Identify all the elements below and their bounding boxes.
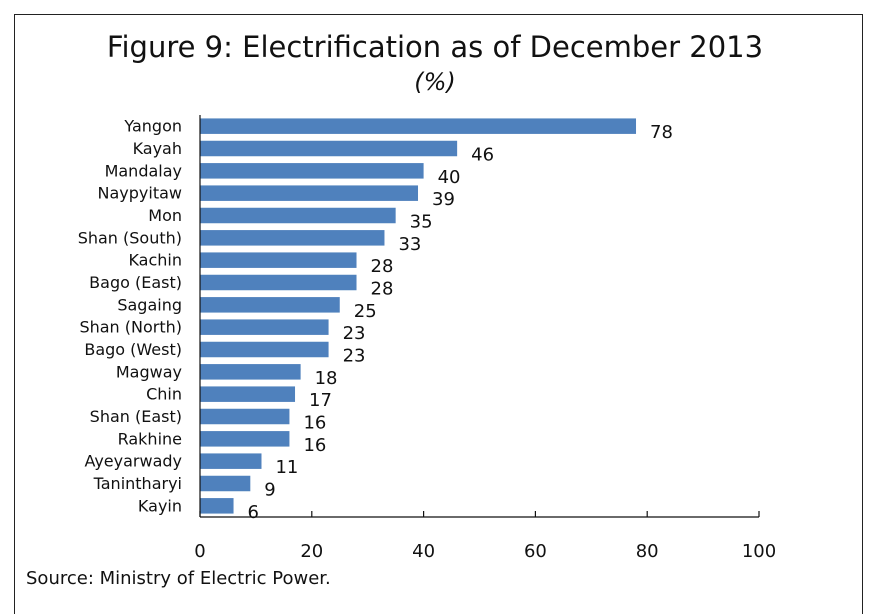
category-label: Yangon (123, 117, 182, 136)
chart-subtitle: (%) (414, 68, 456, 96)
bar-0 (200, 118, 637, 134)
bar-14 (200, 431, 290, 447)
category-label: Chin (146, 385, 182, 404)
data-label: 25 (354, 301, 377, 322)
data-label: 9 (264, 480, 275, 501)
data-label: 33 (398, 234, 421, 255)
data-label: 28 (371, 256, 394, 277)
bar-8 (200, 297, 340, 313)
data-label: 17 (309, 390, 332, 411)
bar-6 (200, 252, 357, 268)
x-tick-label: 60 (524, 541, 547, 562)
bar-5 (200, 230, 385, 246)
category-label: Tanintharyi (93, 474, 182, 493)
category-label: Shan (East) (90, 407, 182, 426)
x-tick-label: 20 (300, 541, 323, 562)
category-label: Mon (148, 206, 182, 225)
x-tick-label: 80 (636, 541, 659, 562)
source-note: Source: Ministry of Electric Power. (26, 568, 331, 589)
data-label: 18 (315, 368, 338, 389)
data-label: 28 (371, 279, 394, 300)
bar-17 (200, 498, 234, 514)
category-label: Bago (West) (84, 340, 182, 359)
figure-frame (14, 14, 863, 614)
x-tick-label: 100 (742, 541, 776, 562)
data-label: 16 (303, 413, 326, 434)
bar-3 (200, 185, 419, 201)
data-label: 23 (343, 323, 366, 344)
data-label: 39 (432, 189, 455, 210)
bar-16 (200, 475, 251, 492)
category-label: Kayin (138, 496, 182, 515)
category-label: Kayah (133, 139, 182, 158)
category-label: Ayeyarwady (84, 452, 182, 471)
data-label: 16 (303, 435, 326, 456)
data-label: 35 (410, 212, 433, 233)
bar-12 (200, 386, 296, 402)
data-label: 78 (650, 122, 673, 143)
category-label: Shan (North) (79, 318, 182, 337)
bar-chart: Yangon 78 Kayah 46 Mandalay 40 Naypyitaw 39 Mon 3… (78, 115, 776, 562)
bar-13 (200, 408, 290, 425)
category-label: Kachin (128, 251, 182, 270)
data-label: 40 (438, 167, 461, 188)
bar-1 (200, 140, 458, 157)
bar-10 (200, 341, 329, 358)
data-label: 23 (343, 346, 366, 367)
category-label: Magway (116, 362, 182, 381)
category-label: Sagaing (117, 295, 182, 314)
category-label: Rakhine (118, 429, 182, 448)
x-tick-label: 0 (194, 541, 205, 562)
category-label: Mandalay (105, 161, 182, 180)
bar-11 (200, 364, 301, 380)
category-label: Naypyitaw (98, 184, 182, 203)
x-tick-label: 40 (412, 541, 435, 562)
bar-9 (200, 319, 329, 335)
bar-7 (200, 274, 357, 291)
bar-4 (200, 207, 396, 224)
category-label: Bago (East) (89, 273, 182, 292)
data-label: 11 (275, 457, 298, 478)
chart-title: Figure 9: Electrification as of December… (106, 30, 764, 64)
data-label: 6 (248, 502, 259, 523)
data-label: 46 (471, 145, 494, 166)
bar-2 (200, 163, 424, 179)
category-label: Shan (South) (78, 228, 182, 247)
bar-15 (200, 453, 262, 469)
